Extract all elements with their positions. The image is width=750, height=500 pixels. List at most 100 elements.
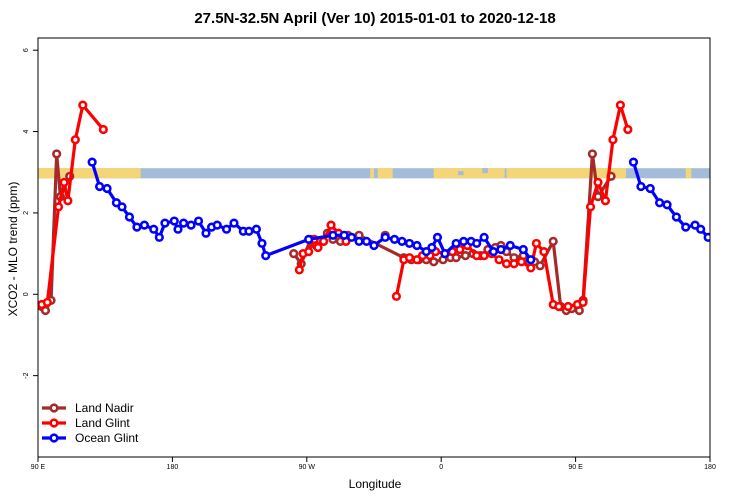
land-nadir-point [548, 236, 558, 246]
land-glint-point [593, 177, 603, 188]
ocean-glint-point [304, 234, 314, 244]
legend-label: Land Glint [75, 416, 130, 430]
chart-title: 27.5N-32.5N April (Ver 10) 2015-01-01 to… [194, 10, 556, 27]
ocean-glint-line-segment [265, 237, 310, 258]
plot-frame [37, 37, 711, 458]
ocean-glint-point [703, 232, 710, 242]
land-glint-line-segment [603, 139, 615, 201]
legend-item-land-nadir: Land Nadir [42, 401, 134, 415]
map-strip-land [433, 168, 505, 179]
land-nadir-point [40, 305, 51, 316]
land-glint-point [455, 244, 465, 255]
ocean-glint-point [347, 232, 357, 242]
land-glint-point [526, 263, 536, 273]
land-glint-point [70, 135, 80, 145]
land-nadir-line-segment [551, 241, 563, 307]
land-glint-point [623, 124, 633, 135]
land-glint-point [539, 246, 549, 257]
land-glint-point [531, 238, 542, 249]
y-tick-label: -2 [23, 372, 30, 378]
land-glint-point [479, 251, 489, 261]
ocean-glint-point [427, 242, 437, 253]
land-nadir-point [289, 249, 299, 259]
land-glint-point [313, 242, 323, 253]
land-glint-point [608, 135, 618, 145]
ocean-glint-point [432, 232, 443, 242]
map-strip-land [38, 168, 141, 179]
land-glint-point [78, 100, 88, 110]
map-strip-sea [458, 171, 464, 176]
ocean-glint-point [201, 228, 211, 238]
y-tick-label: 6 [23, 48, 30, 52]
land-glint-point [578, 297, 588, 308]
legend-item-ocean-glint: Ocean Glint [42, 431, 139, 445]
land-glint-point [554, 301, 564, 312]
ocean-glint-point [696, 224, 706, 234]
land-glint-point [563, 301, 573, 312]
ocean-glint-point [102, 183, 112, 194]
land-glint-point [326, 220, 336, 230]
ocean-glint-point [169, 216, 179, 226]
land-glint-point [509, 259, 519, 269]
legend-item-land-glint: Land Glint [42, 416, 130, 430]
land-glint-point [585, 202, 596, 212]
ocean-glint-point [681, 222, 691, 232]
ocean-glint-point [526, 255, 536, 265]
ocean-glint-point [412, 240, 422, 251]
land-nadir-line-segment [55, 153, 62, 197]
ocean-glint-point [404, 238, 415, 249]
ocean-glint-point [257, 238, 267, 249]
map-strip-land [370, 168, 374, 179]
y-tick-label: 2 [23, 211, 30, 215]
ocean-glint-point [186, 220, 196, 230]
x-tick-label: 90 E [31, 464, 46, 471]
ocean-glint-point [636, 181, 646, 192]
land-glint-point [391, 291, 402, 301]
map-strip-land [377, 168, 393, 179]
ocean-glint-point [339, 230, 349, 240]
ocean-glint-point [94, 181, 105, 192]
ocean-glint-point [221, 224, 232, 234]
ocean-glint-point [505, 240, 515, 251]
ocean-glint-point [690, 220, 700, 230]
ocean-glint-point [654, 198, 665, 208]
map-strip-land [506, 168, 626, 179]
land-glint-point [63, 196, 73, 206]
ocean-glint-point [212, 220, 222, 230]
ocean-glint-point [440, 249, 450, 259]
land-glint-line-segment [73, 104, 85, 141]
ocean-glint-point [179, 218, 189, 228]
ocean-glint-point [479, 232, 489, 242]
land-glint-line-segment [45, 206, 61, 303]
land-glint-point [472, 251, 482, 261]
ocean-glint-point [472, 238, 482, 249]
map-strip-sea [482, 168, 488, 174]
ocean-glint-point [132, 222, 142, 232]
ocean-glint-point [369, 240, 379, 251]
land-nadir-point [460, 251, 471, 261]
land-glint-line-segment [66, 139, 77, 201]
ocean-glint-point [488, 246, 499, 257]
land-nadir-point [451, 253, 461, 263]
x-tick-label: 180 [704, 464, 716, 471]
land-glint-point [98, 124, 108, 135]
ocean-glint-point [645, 183, 655, 194]
legend-label: Ocean Glint [75, 431, 139, 445]
ocean-glint-point [154, 232, 164, 242]
ocean-glint-point [111, 198, 121, 208]
series-layer [38, 100, 710, 316]
legend-swatch-point [49, 403, 59, 413]
map-strip [38, 168, 710, 179]
land-glint-line-segment [542, 251, 555, 305]
legend-label: Land Nadir [75, 401, 134, 415]
series-land-glint [38, 100, 633, 312]
ocean-glint-point [229, 218, 239, 228]
x-tick-label: 90 E [568, 464, 583, 471]
ocean-glint-point [389, 234, 400, 244]
land-glint-point [319, 236, 329, 246]
x-axis-label: Longitude [348, 477, 402, 491]
ocean-glint-point [251, 224, 261, 234]
ocean-glint-point [354, 236, 364, 246]
